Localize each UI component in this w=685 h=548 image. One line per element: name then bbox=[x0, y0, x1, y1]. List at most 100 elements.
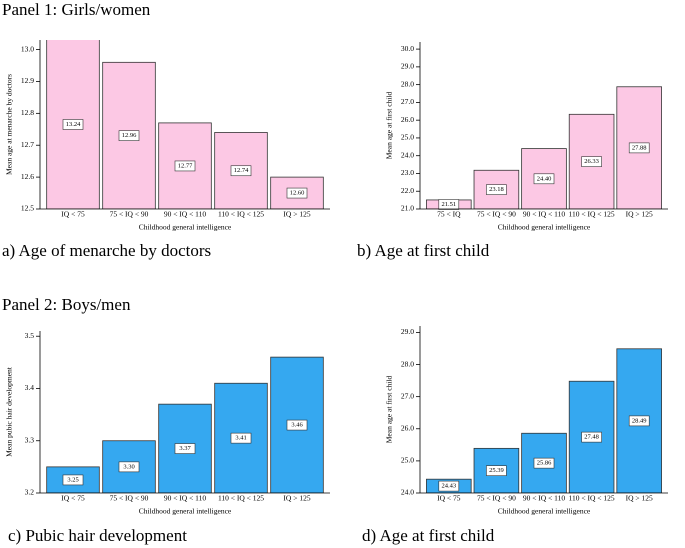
value-label: 24.40 bbox=[537, 175, 552, 182]
value-label-box bbox=[581, 431, 602, 443]
value-label: 3.25 bbox=[67, 476, 78, 483]
bars bbox=[426, 86, 662, 209]
y-tick-label: 29.0 bbox=[401, 62, 414, 71]
x-tick-label: 90 < IQ < 110 bbox=[164, 210, 207, 219]
value-label-box bbox=[118, 130, 140, 141]
value-label-box bbox=[581, 156, 602, 167]
value-label: 28.49 bbox=[632, 417, 647, 424]
x-tick-label: 110 < IQ < 125 bbox=[569, 494, 615, 503]
value-label: 25.86 bbox=[537, 460, 552, 467]
y-tick-label: 26.0 bbox=[401, 423, 414, 432]
x-tick-label: 90 < IQ < 110 bbox=[164, 494, 207, 503]
value-label: 27.88 bbox=[632, 144, 647, 151]
x-tick-label: 110 < IQ < 125 bbox=[218, 210, 264, 219]
y-tick-label: 13.0 bbox=[21, 44, 34, 53]
value-label-box bbox=[486, 465, 507, 476]
x-tick-label: 90 < IQ < 110 bbox=[523, 494, 566, 503]
y-tick-label: 23.0 bbox=[401, 168, 414, 177]
y-tick-label: 22.0 bbox=[401, 186, 414, 195]
value-label-box bbox=[62, 119, 84, 130]
value-label: 3.41 bbox=[235, 435, 246, 442]
x-tick-label: 110 < IQ < 125 bbox=[218, 494, 264, 503]
y-tick-label: 3.5 bbox=[25, 331, 35, 340]
y-tick-label: 25.0 bbox=[401, 133, 414, 142]
y-tick-label: 3.2 bbox=[25, 488, 35, 497]
value-label-box bbox=[438, 199, 460, 210]
chart: 24.0 25.0 26.0 27.0 28.0 29.0 IQ < 75 24.43 75 <… bbox=[362, 326, 668, 545]
x-axis-label: Childhood general intelligence bbox=[498, 507, 591, 516]
value-label-box bbox=[174, 160, 196, 172]
y-tick-label: 27.0 bbox=[401, 97, 414, 106]
value-label: 23.18 bbox=[489, 186, 504, 193]
y-tick-label: 12.8 bbox=[21, 108, 34, 117]
y-tick-label: 30.0 bbox=[401, 44, 414, 53]
y-tick-label: 12.9 bbox=[21, 76, 34, 85]
value-label: 12.77 bbox=[178, 162, 193, 169]
bars bbox=[46, 40, 324, 209]
bars bbox=[46, 356, 324, 493]
value-label-box bbox=[628, 415, 650, 427]
y-tick-label: 28.0 bbox=[401, 79, 414, 88]
value-label-box bbox=[286, 419, 308, 431]
x-axis-label: Childhood general intelligence bbox=[498, 223, 591, 232]
value-label-box bbox=[230, 432, 252, 444]
value-label-box bbox=[628, 142, 650, 154]
x-tick-label: 90 < IQ < 110 bbox=[523, 210, 566, 219]
x-tick-label: 75 < IQ < 90 bbox=[110, 210, 149, 219]
bar bbox=[46, 466, 100, 493]
value-label: 21.51 bbox=[441, 201, 456, 208]
caption: b) Age at first child bbox=[357, 241, 490, 260]
value-label: 3.37 bbox=[179, 445, 191, 452]
value-label-box bbox=[486, 184, 507, 195]
value-label: 25.39 bbox=[489, 467, 504, 474]
y-tick-label: 27.0 bbox=[401, 391, 414, 400]
x-tick-label: 110 < IQ < 125 bbox=[569, 210, 615, 219]
y-tick-label: 3.3 bbox=[25, 435, 35, 444]
value-label: 13.24 bbox=[66, 121, 81, 128]
y-tick-label: 12.6 bbox=[21, 172, 34, 181]
y-tick-label: 24.0 bbox=[401, 488, 414, 497]
bar bbox=[270, 356, 324, 493]
value-label: 27.48 bbox=[584, 434, 599, 441]
value-label: 12.96 bbox=[122, 132, 137, 139]
y-tick-label: 29.0 bbox=[401, 327, 414, 336]
chart: 3.2 3.3 3.4 3.5 IQ < 75 3.25 75 < IQ < 90 3.30 9… bbox=[5, 331, 330, 545]
chart: 21.0 22.0 23.0 24.0 25.0 26.0 27.0 28.0 29.0 30.0… bbox=[357, 42, 668, 260]
x-tick-label: 75 < IQ < 90 bbox=[477, 494, 516, 503]
x-axis-label: Childhood general intelligence bbox=[139, 507, 232, 516]
y-tick-label: 3.4 bbox=[25, 383, 35, 392]
caption: a) Age of menarche by doctors bbox=[2, 241, 211, 260]
panel-title: Panel 2: Boys/men bbox=[2, 295, 131, 314]
y-tick-label: 12.7 bbox=[21, 140, 34, 149]
y-tick-label: 12.5 bbox=[21, 204, 34, 213]
y-axis-label: Mean age at menarche by doctors bbox=[5, 74, 14, 175]
y-tick-label: 21.0 bbox=[401, 204, 414, 213]
x-tick-label: 75 < IQ bbox=[437, 210, 461, 219]
chart: 12.5 12.6 12.7 12.8 12.9 13.0 IQ < 75 13.24 75 <… bbox=[2, 40, 330, 260]
y-tick-label: 26.0 bbox=[401, 115, 414, 124]
x-axis-label: Childhood general intelligence bbox=[139, 223, 232, 232]
y-tick-label: 28.0 bbox=[401, 359, 414, 368]
panel-title: Panel 1: Girls/women bbox=[2, 0, 151, 19]
value-label-box bbox=[533, 457, 555, 469]
x-tick-label: IQ < 75 bbox=[61, 210, 85, 219]
value-label-box bbox=[438, 480, 460, 492]
x-tick-label: IQ > 125 bbox=[626, 210, 653, 219]
value-label: 24.43 bbox=[441, 483, 456, 490]
value-label: 3.30 bbox=[123, 463, 134, 470]
value-label: 12.60 bbox=[290, 190, 305, 197]
y-axis-label: Mean age at first child bbox=[385, 92, 394, 160]
x-tick-label: IQ > 125 bbox=[283, 494, 310, 503]
bars bbox=[426, 348, 662, 493]
x-tick-label: IQ > 125 bbox=[283, 210, 310, 219]
value-label-box bbox=[174, 443, 196, 454]
value-label-box bbox=[286, 187, 308, 199]
y-tick-label: 24.0 bbox=[401, 150, 414, 159]
value-label-box bbox=[62, 474, 84, 486]
value-label: 26.33 bbox=[584, 158, 599, 165]
value-label-box bbox=[118, 461, 140, 473]
bar bbox=[46, 40, 100, 209]
value-label-box bbox=[533, 173, 555, 185]
y-axis-label: Mean age at first child bbox=[385, 376, 394, 444]
